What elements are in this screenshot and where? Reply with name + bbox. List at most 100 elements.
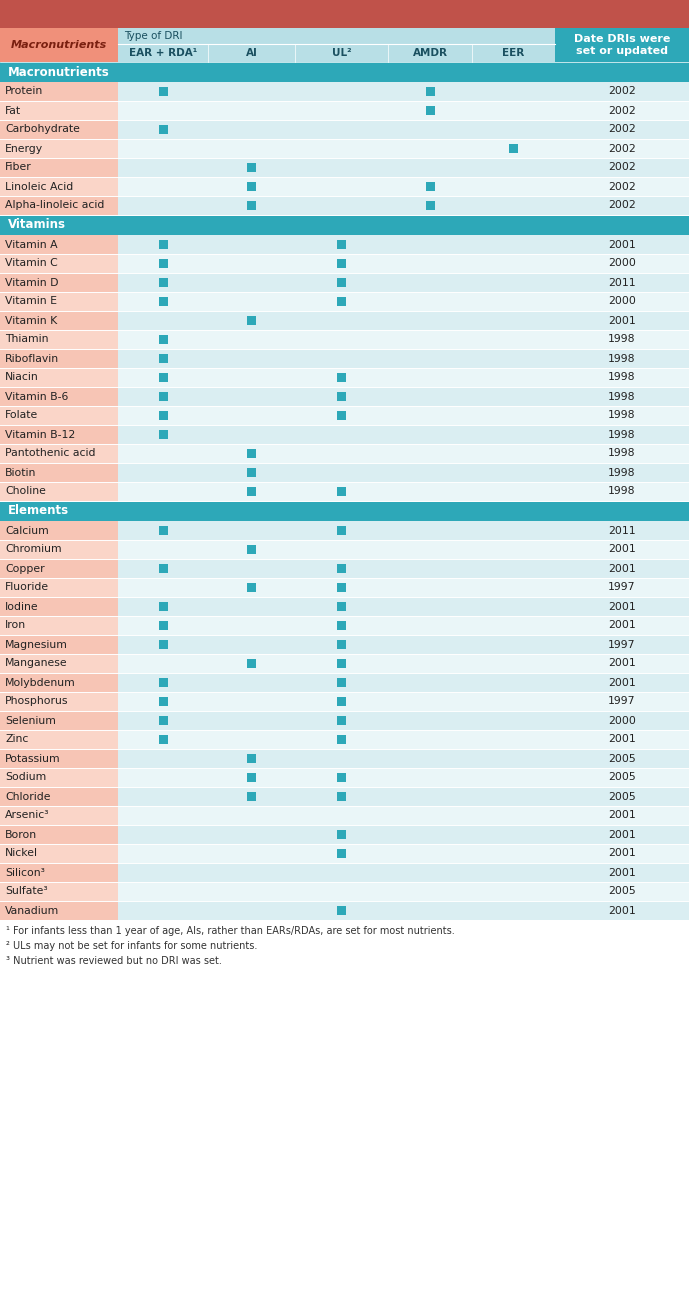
- Bar: [208, 348, 295, 368]
- Bar: [158, 527, 167, 534]
- Text: Calcium: Calcium: [5, 525, 49, 536]
- Bar: [472, 348, 555, 368]
- Bar: [158, 392, 167, 401]
- Bar: [0, 139, 118, 159]
- Text: Selenium: Selenium: [5, 715, 56, 726]
- Bar: [208, 234, 295, 254]
- Text: 2001: 2001: [608, 677, 636, 688]
- Bar: [208, 83, 295, 101]
- Bar: [555, 844, 689, 863]
- Text: UL²: UL²: [331, 48, 351, 58]
- Bar: [555, 424, 689, 444]
- Bar: [555, 749, 689, 768]
- Text: 1998: 1998: [608, 486, 636, 496]
- Bar: [555, 578, 689, 597]
- Bar: [472, 368, 555, 386]
- Bar: [158, 354, 167, 363]
- Bar: [118, 730, 208, 749]
- Bar: [472, 806, 555, 825]
- Text: 2011: 2011: [608, 278, 636, 287]
- Bar: [555, 386, 689, 406]
- Bar: [472, 673, 555, 692]
- Bar: [208, 159, 295, 177]
- Bar: [118, 101, 208, 121]
- Bar: [208, 616, 295, 635]
- Bar: [0, 673, 118, 692]
- Bar: [337, 793, 346, 800]
- Bar: [208, 673, 295, 692]
- Text: Vitamin B-6: Vitamin B-6: [5, 392, 68, 401]
- Bar: [555, 806, 689, 825]
- Bar: [426, 200, 435, 210]
- Bar: [158, 335, 167, 345]
- Bar: [208, 806, 295, 825]
- Bar: [0, 616, 118, 635]
- Bar: [555, 330, 689, 348]
- Bar: [295, 121, 388, 139]
- Bar: [388, 616, 472, 635]
- Bar: [295, 348, 388, 368]
- Bar: [118, 692, 208, 711]
- Bar: [158, 621, 167, 630]
- Bar: [555, 139, 689, 159]
- Bar: [388, 730, 472, 749]
- Text: AI: AI: [245, 48, 258, 58]
- Bar: [555, 28, 689, 62]
- Bar: [295, 196, 388, 215]
- Bar: [295, 139, 388, 159]
- Bar: [247, 545, 256, 554]
- Bar: [388, 825, 472, 844]
- Bar: [0, 101, 118, 121]
- Bar: [337, 527, 346, 534]
- Bar: [337, 373, 346, 383]
- Bar: [118, 444, 208, 462]
- Bar: [388, 121, 472, 139]
- Bar: [0, 559, 118, 578]
- Bar: [472, 711, 555, 730]
- Bar: [337, 278, 346, 287]
- Bar: [0, 730, 118, 749]
- Bar: [0, 806, 118, 825]
- Bar: [118, 521, 208, 540]
- Bar: [118, 368, 208, 386]
- Bar: [472, 234, 555, 254]
- Bar: [208, 787, 295, 806]
- Bar: [118, 540, 208, 559]
- Bar: [0, 0, 689, 28]
- Bar: [0, 348, 118, 368]
- Bar: [158, 603, 167, 610]
- Text: Iodine: Iodine: [5, 601, 39, 612]
- Text: 2005: 2005: [608, 791, 636, 802]
- Text: Molybdenum: Molybdenum: [5, 677, 76, 688]
- Bar: [247, 182, 256, 191]
- Bar: [337, 411, 346, 421]
- Text: 2001: 2001: [608, 563, 636, 574]
- Bar: [472, 386, 555, 406]
- Bar: [295, 444, 388, 462]
- Text: 1997: 1997: [608, 697, 636, 706]
- Bar: [472, 139, 555, 159]
- Bar: [208, 825, 295, 844]
- Bar: [0, 196, 118, 215]
- Bar: [555, 462, 689, 482]
- Text: Zinc: Zinc: [5, 735, 28, 744]
- Bar: [472, 424, 555, 444]
- Bar: [295, 806, 388, 825]
- Bar: [472, 825, 555, 844]
- Bar: [0, 863, 118, 882]
- Bar: [118, 83, 208, 101]
- Bar: [118, 330, 208, 348]
- Bar: [472, 83, 555, 101]
- Bar: [295, 901, 388, 920]
- Bar: [158, 679, 167, 686]
- Bar: [158, 565, 167, 572]
- Text: 1997: 1997: [608, 583, 636, 592]
- Bar: [295, 521, 388, 540]
- Bar: [472, 863, 555, 882]
- Bar: [555, 348, 689, 368]
- Bar: [388, 540, 472, 559]
- Bar: [337, 907, 346, 914]
- Bar: [0, 62, 689, 83]
- Bar: [0, 521, 118, 540]
- Bar: [388, 83, 472, 101]
